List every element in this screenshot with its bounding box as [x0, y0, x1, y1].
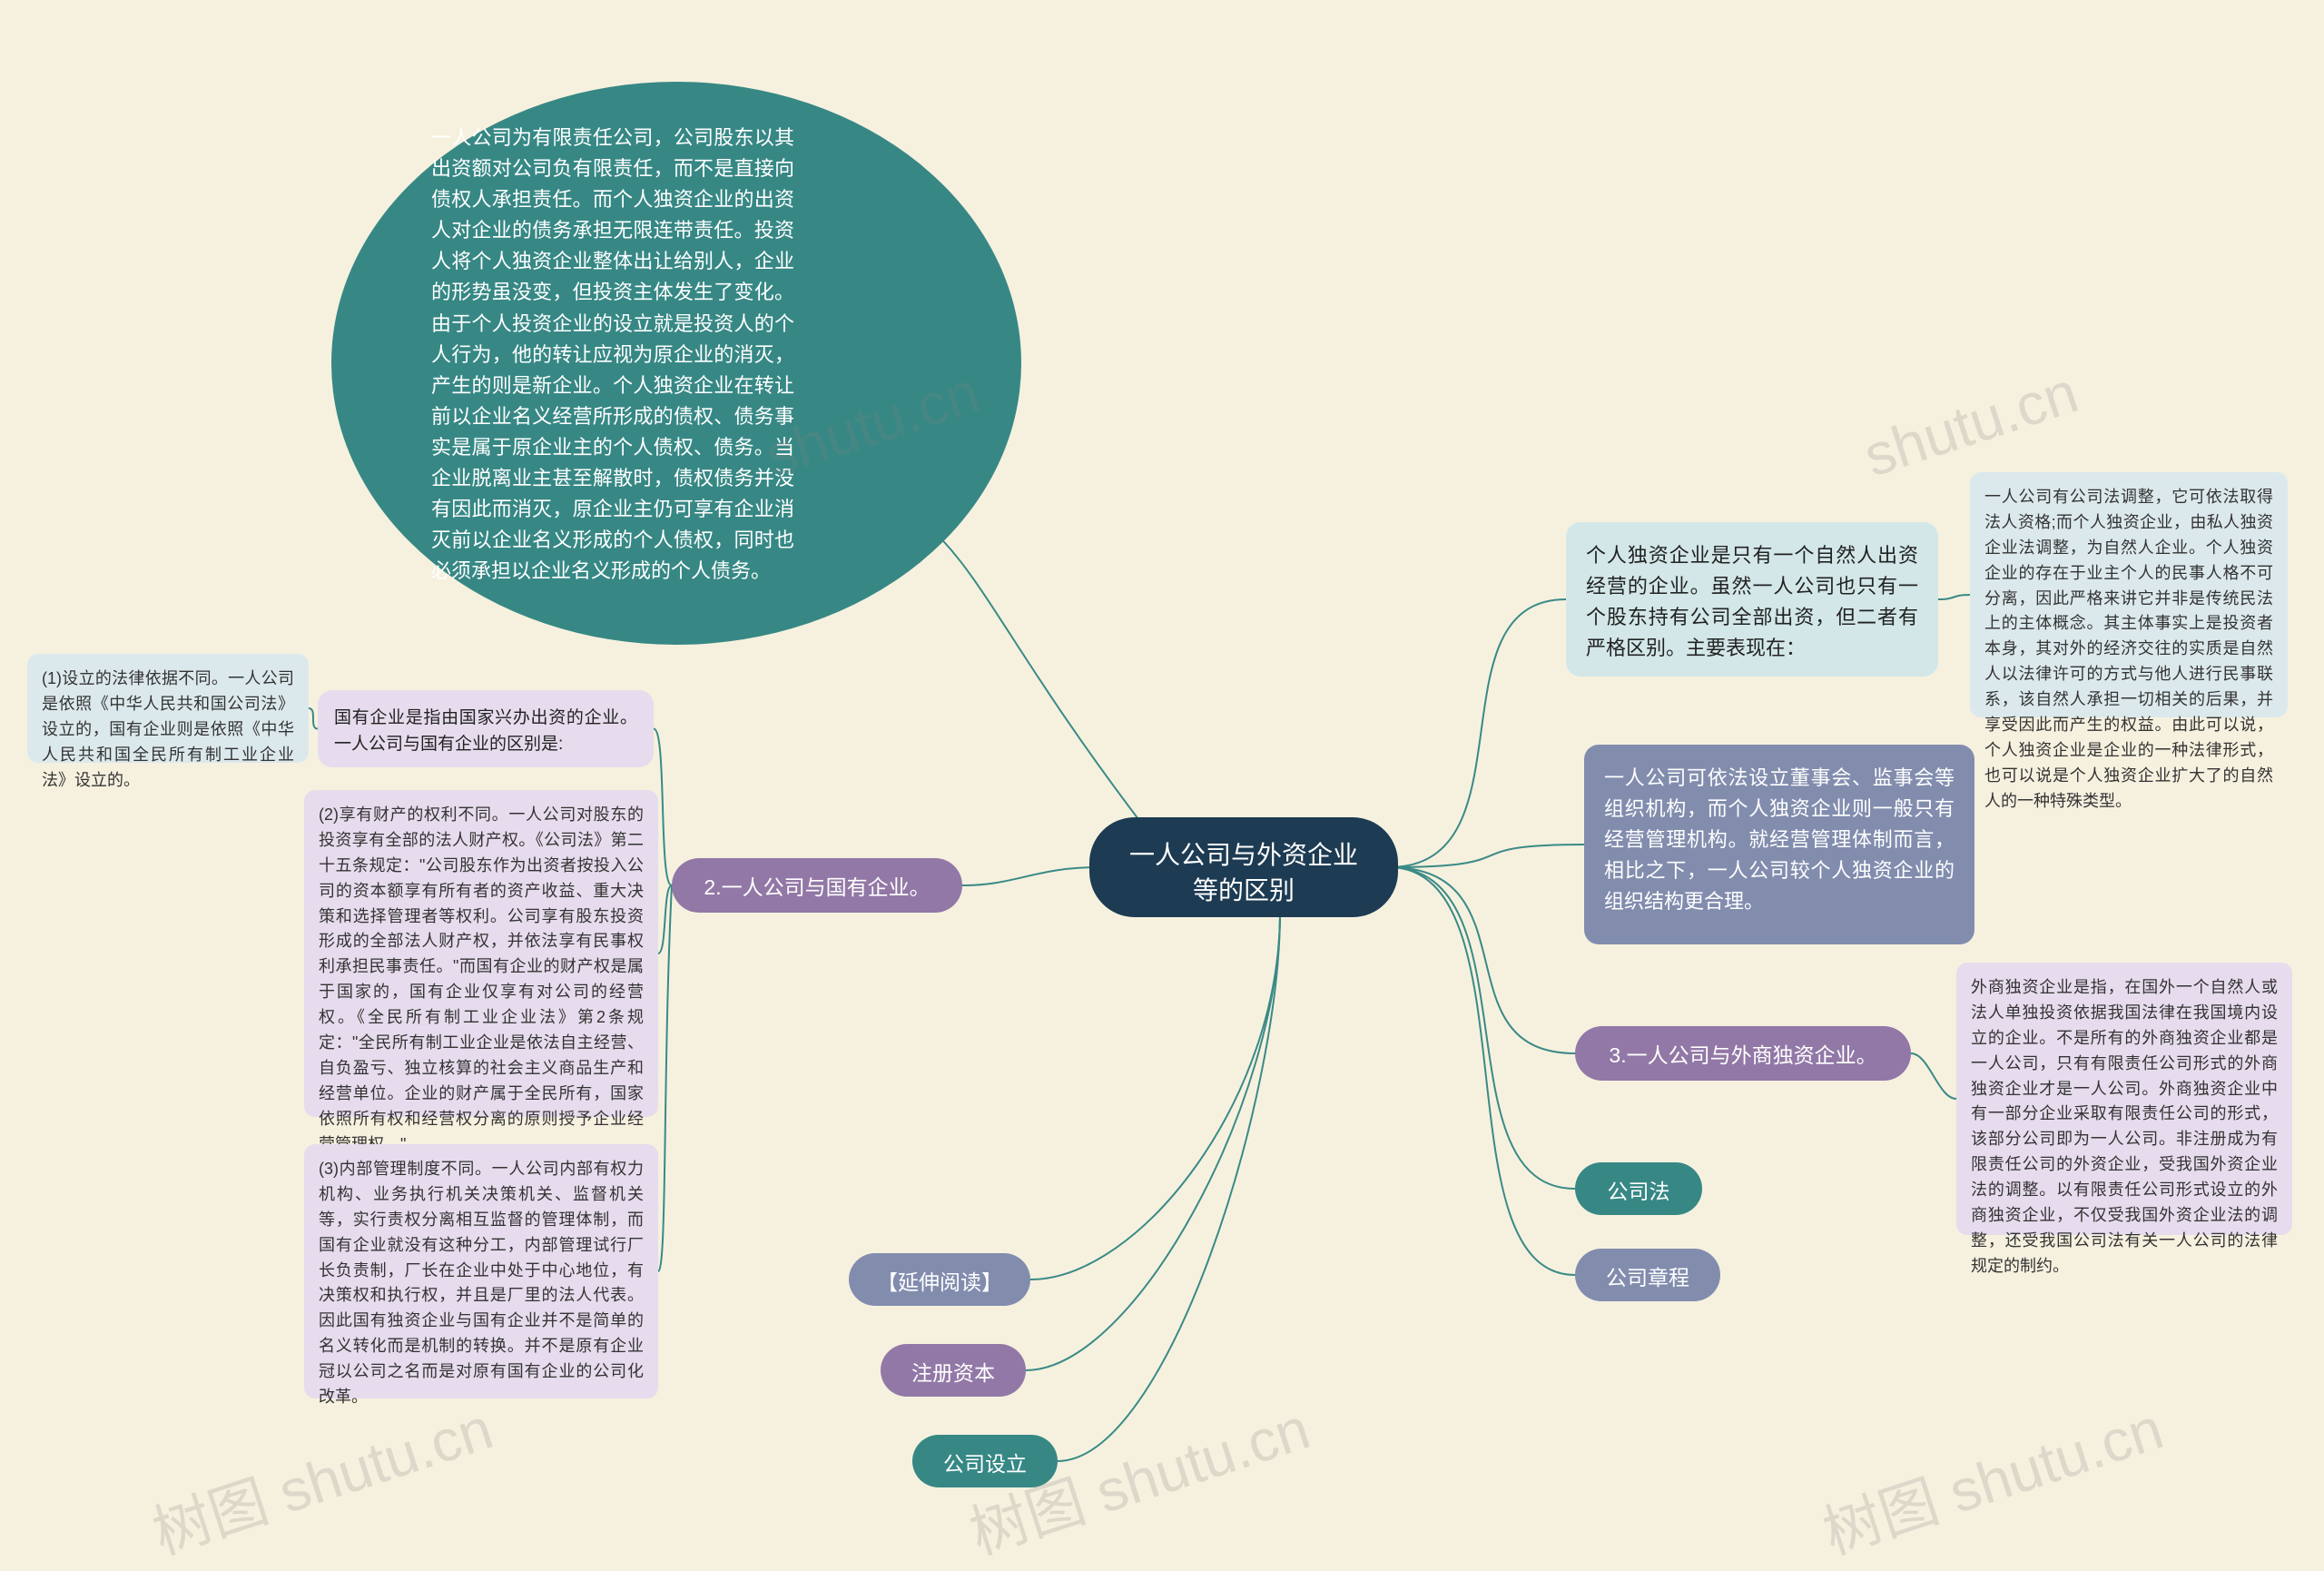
right-branch-4[interactable]: 公司法: [1575, 1162, 1702, 1215]
right-branch-5[interactable]: 公司章程: [1575, 1249, 1720, 1301]
left-branch-2-leaf-3: (3)内部管理制度不同。一人公司内部有权力机构、业务执行机关决策机关、监督机关等…: [304, 1144, 658, 1398]
top-ellipse-text: 一人公司为有限责任公司，公司股东以其出资额对公司负有限责任，而不是直接向债权人承…: [431, 123, 794, 587]
right-branch-2[interactable]: 一人公司可依法设立董事会、监事会等组织机构，而个人独资企业则一般只有经营管理机构…: [1584, 745, 1974, 944]
right-branch-1[interactable]: 个人独资企业是只有一个自然人出资经营的企业。虽然一人公司也只有一个股东持有公司全…: [1566, 522, 1938, 677]
bottom-branch-2[interactable]: 注册资本: [881, 1344, 1026, 1397]
watermark: shutu.cn: [1856, 358, 2085, 489]
center-node[interactable]: 一人公司与外资企业等的区别: [1089, 817, 1398, 917]
bottom-branch-1[interactable]: 【延伸阅读】: [849, 1253, 1030, 1306]
bottom-branch-3[interactable]: 公司设立: [912, 1435, 1058, 1487]
top-ellipse-node[interactable]: 一人公司为有限责任公司，公司股东以其出资额对公司负有限责任，而不是直接向债权人承…: [331, 82, 1021, 645]
left-branch-2-leaf-1: (1)设立的法律依据不同。一人公司是依照《中华人民共和国公司法》设立的，国有企业…: [27, 654, 309, 763]
right-branch-3[interactable]: 3.一人公司与外商独资企业。: [1575, 1026, 1911, 1081]
left-branch-2-child[interactable]: 国有企业是指由国家兴办出资的企业。一人公司与国有企业的区别是:: [318, 690, 654, 767]
mindmap-canvas: 一人公司为有限责任公司，公司股东以其出资额对公司负有限责任，而不是直接向债权人承…: [0, 0, 2324, 1512]
left-branch-2-leaf-2: (2)享有财产的权利不同。一人公司对股东的投资享有全部的法人财产权。《公司法》第…: [304, 790, 658, 1117]
watermark: 树图 shutu.cn: [141, 1382, 501, 1570]
right-branch-1-leaf: 一人公司有公司法调整，它可依法取得法人资格;而个人独资企业，由私人独资企业法调整…: [1970, 472, 2288, 717]
watermark: 树图 shutu.cn: [1811, 1382, 2171, 1570]
left-branch-2[interactable]: 2.一人公司与国有企业。: [672, 858, 962, 913]
right-branch-3-leaf: 外商独资企业是指，在国外一个自然人或法人单独投资依据我国法律在我国境内设立的企业…: [1956, 963, 2292, 1235]
